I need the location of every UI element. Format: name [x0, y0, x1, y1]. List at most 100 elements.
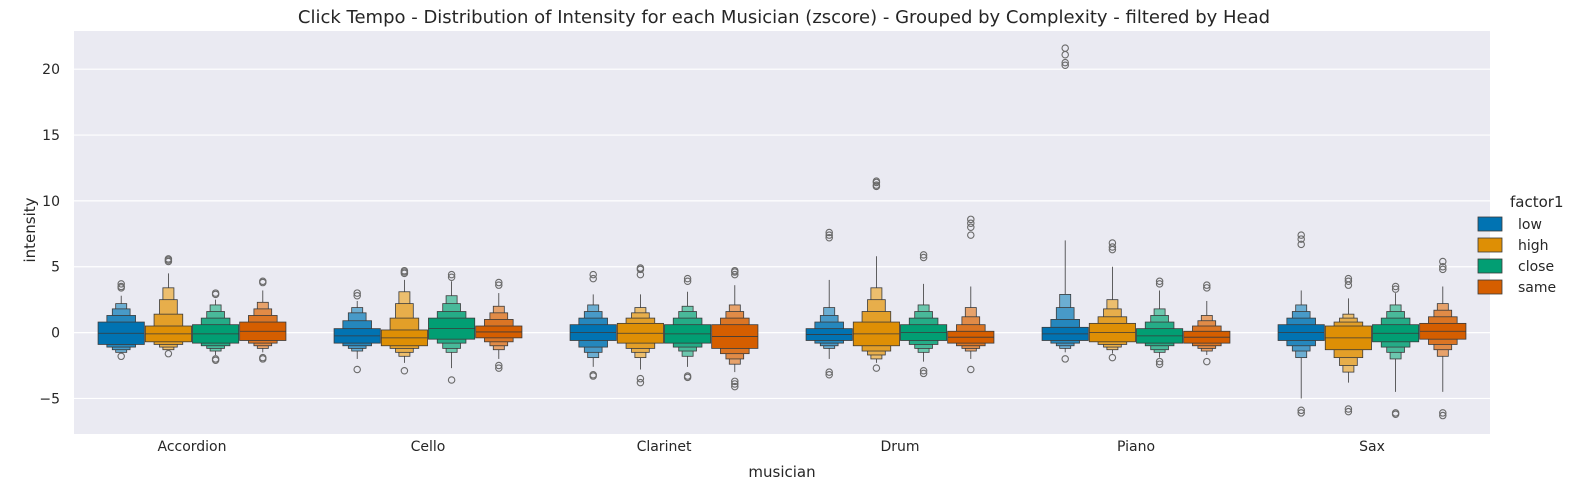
legend-item-close: close: [1477, 258, 1554, 275]
outlier-point: [589, 270, 597, 279]
y-tick-label: 5: [51, 260, 60, 276]
outlier-point: [825, 368, 833, 376]
boxen-low: [1277, 231, 1325, 417]
boxen-close: [1372, 282, 1420, 418]
outlier-point: [1108, 239, 1117, 247]
outlier-point: [1439, 265, 1447, 274]
outlier-point: [1439, 257, 1447, 266]
outlier-point: [495, 278, 503, 287]
outlier-point: [1061, 58, 1069, 67]
boxen-close: [664, 274, 712, 382]
x-tick-label: Clarinet: [637, 439, 692, 455]
boxen-close: [900, 251, 948, 378]
x-tick-label: Drum: [880, 439, 919, 455]
y-tick-label: 0: [51, 326, 60, 342]
legend-label: high: [1518, 238, 1549, 254]
box-group-accordion: [97, 255, 287, 364]
outlier-point: [1344, 405, 1353, 413]
boxen-high: [1088, 239, 1136, 362]
outlier-point: [117, 282, 125, 291]
box-group-cello: [333, 266, 523, 384]
boxen-high: [144, 255, 192, 358]
outlier-point: [825, 228, 833, 237]
grid-lines: [74, 68, 1490, 400]
legend-item-same: same: [1477, 279, 1556, 296]
outlier-point: [825, 234, 833, 242]
outlier-point: [1155, 280, 1164, 288]
outlier-point: [1391, 410, 1400, 418]
boxen-same: [475, 278, 523, 372]
outlier-point: [1297, 235, 1305, 243]
outlier-point: [872, 364, 881, 372]
boxen-high: [380, 266, 428, 375]
boxen-close: [428, 270, 476, 384]
outlier-point: [872, 181, 881, 189]
outlier-point: [1439, 411, 1447, 420]
outlier-point: [636, 264, 645, 272]
y-tick-label: 20: [42, 62, 60, 78]
outlier-point: [825, 231, 833, 239]
legend-items: low high close same: [1477, 216, 1556, 296]
outlier-point: [400, 266, 409, 275]
boxen-same: [711, 266, 759, 391]
outlier-point: [731, 266, 739, 275]
outlier-point: [683, 277, 692, 285]
boxen-high: [1324, 274, 1372, 416]
outlier-point: [1391, 285, 1400, 293]
outlier-point: [353, 289, 361, 297]
x-tick-label: Sax: [1359, 439, 1385, 455]
outlier-point: [589, 274, 597, 283]
outlier-point: [1344, 407, 1353, 416]
outlier-point: [495, 361, 503, 370]
outlier-point: [259, 277, 267, 285]
outlier-point: [589, 372, 597, 380]
y-axis-label: intensity: [21, 197, 39, 262]
y-tick-label: −5: [39, 391, 60, 407]
boxen-low: [1041, 44, 1089, 363]
outlier-point: [967, 365, 975, 374]
outlier-point: [1439, 409, 1447, 417]
y-tick-labels: −5 0 5 10 15 20: [39, 62, 60, 407]
outlier-point: [825, 370, 833, 379]
outlier-point: [1155, 360, 1164, 368]
chart-title: Click Tempo - Distribution of Intensity …: [298, 7, 1270, 28]
y-tick-label: 15: [42, 128, 60, 144]
outlier-point: [164, 349, 173, 358]
box-group-drum: [805, 177, 995, 379]
outlier-point: [683, 373, 692, 382]
outlier-point: [1297, 406, 1305, 415]
outlier-point: [1155, 357, 1164, 366]
boxen-close: [1136, 277, 1184, 368]
legend-label: close: [1518, 259, 1554, 275]
outlier-point: [919, 369, 928, 378]
outlier-point: [919, 367, 928, 375]
legend-swatch: [1477, 279, 1503, 295]
outlier-point: [447, 273, 456, 282]
outlier-point: [731, 377, 739, 386]
y-tick-label: 10: [42, 194, 60, 210]
box-groups: [97, 44, 1467, 420]
boxen-same: [1183, 281, 1231, 366]
outlier-point: [872, 177, 881, 185]
legend-label: low: [1518, 217, 1542, 233]
outlier-point: [447, 270, 456, 279]
outlier-point: [164, 255, 173, 263]
outlier-point: [1108, 243, 1117, 251]
outlier-point: [400, 367, 409, 375]
outlier-point: [683, 274, 692, 283]
outlier-point: [1391, 282, 1400, 291]
outlier-point: [1061, 355, 1069, 363]
boxen-high: [616, 264, 664, 387]
outlier-point: [967, 231, 975, 239]
outlier-point: [967, 219, 975, 228]
outlier-point: [731, 270, 739, 279]
boxen-close: [192, 289, 240, 364]
outlier-point: [1203, 284, 1211, 292]
x-tick-label: Piano: [1117, 439, 1155, 455]
boxen-same: [239, 277, 287, 363]
x-axis-label: musician: [748, 463, 815, 481]
boxen-low: [97, 280, 145, 361]
boxen-low: [569, 270, 617, 380]
outlier-point: [1061, 44, 1069, 52]
